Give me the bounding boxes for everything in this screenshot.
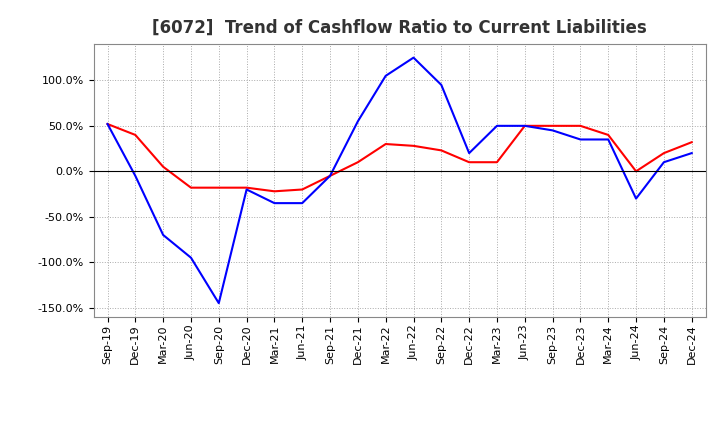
Free CF to Current Liabilities: [103, 121, 112, 127]
Operating CF to Current Liabilities: [131, 132, 140, 138]
Free CF to Current Liabilities: [242, 187, 251, 192]
Operating CF to Current Liabilities: [159, 164, 168, 169]
Free CF to Current Liabilities: [409, 55, 418, 60]
Operating CF to Current Liabilities: [576, 123, 585, 128]
Free CF to Current Liabilities: [437, 82, 446, 88]
Line: Operating CF to Current Liabilities: Operating CF to Current Liabilities: [107, 124, 692, 191]
Free CF to Current Liabilities: [576, 137, 585, 142]
Operating CF to Current Liabilities: [549, 123, 557, 128]
Free CF to Current Liabilities: [186, 255, 195, 260]
Operating CF to Current Liabilities: [382, 141, 390, 147]
Operating CF to Current Liabilities: [103, 121, 112, 127]
Free CF to Current Liabilities: [631, 196, 640, 201]
Operating CF to Current Liabilities: [409, 143, 418, 148]
Operating CF to Current Liabilities: [242, 185, 251, 191]
Free CF to Current Liabilities: [354, 119, 362, 124]
Operating CF to Current Liabilities: [521, 123, 529, 128]
Operating CF to Current Liabilities: [354, 160, 362, 165]
Free CF to Current Liabilities: [688, 150, 696, 156]
Free CF to Current Liabilities: [465, 150, 474, 156]
Operating CF to Current Liabilities: [325, 173, 334, 179]
Operating CF to Current Liabilities: [660, 150, 668, 156]
Free CF to Current Liabilities: [382, 73, 390, 78]
Free CF to Current Liabilities: [298, 201, 307, 206]
Free CF to Current Liabilities: [270, 201, 279, 206]
Operating CF to Current Liabilities: [215, 185, 223, 191]
Free CF to Current Liabilities: [131, 173, 140, 179]
Line: Free CF to Current Liabilities: Free CF to Current Liabilities: [107, 58, 692, 303]
Free CF to Current Liabilities: [549, 128, 557, 133]
Operating CF to Current Liabilities: [688, 139, 696, 145]
Free CF to Current Liabilities: [492, 123, 501, 128]
Operating CF to Current Liabilities: [604, 132, 613, 138]
Operating CF to Current Liabilities: [631, 169, 640, 174]
Free CF to Current Liabilities: [325, 173, 334, 179]
Free CF to Current Liabilities: [604, 137, 613, 142]
Free CF to Current Liabilities: [521, 123, 529, 128]
Free CF to Current Liabilities: [660, 160, 668, 165]
Operating CF to Current Liabilities: [492, 160, 501, 165]
Free CF to Current Liabilities: [159, 232, 168, 238]
Title: [6072]  Trend of Cashflow Ratio to Current Liabilities: [6072] Trend of Cashflow Ratio to Curren…: [152, 19, 647, 37]
Operating CF to Current Liabilities: [298, 187, 307, 192]
Operating CF to Current Liabilities: [186, 185, 195, 191]
Free CF to Current Liabilities: [215, 301, 223, 306]
Operating CF to Current Liabilities: [270, 189, 279, 194]
Operating CF to Current Liabilities: [437, 148, 446, 153]
Operating CF to Current Liabilities: [465, 160, 474, 165]
